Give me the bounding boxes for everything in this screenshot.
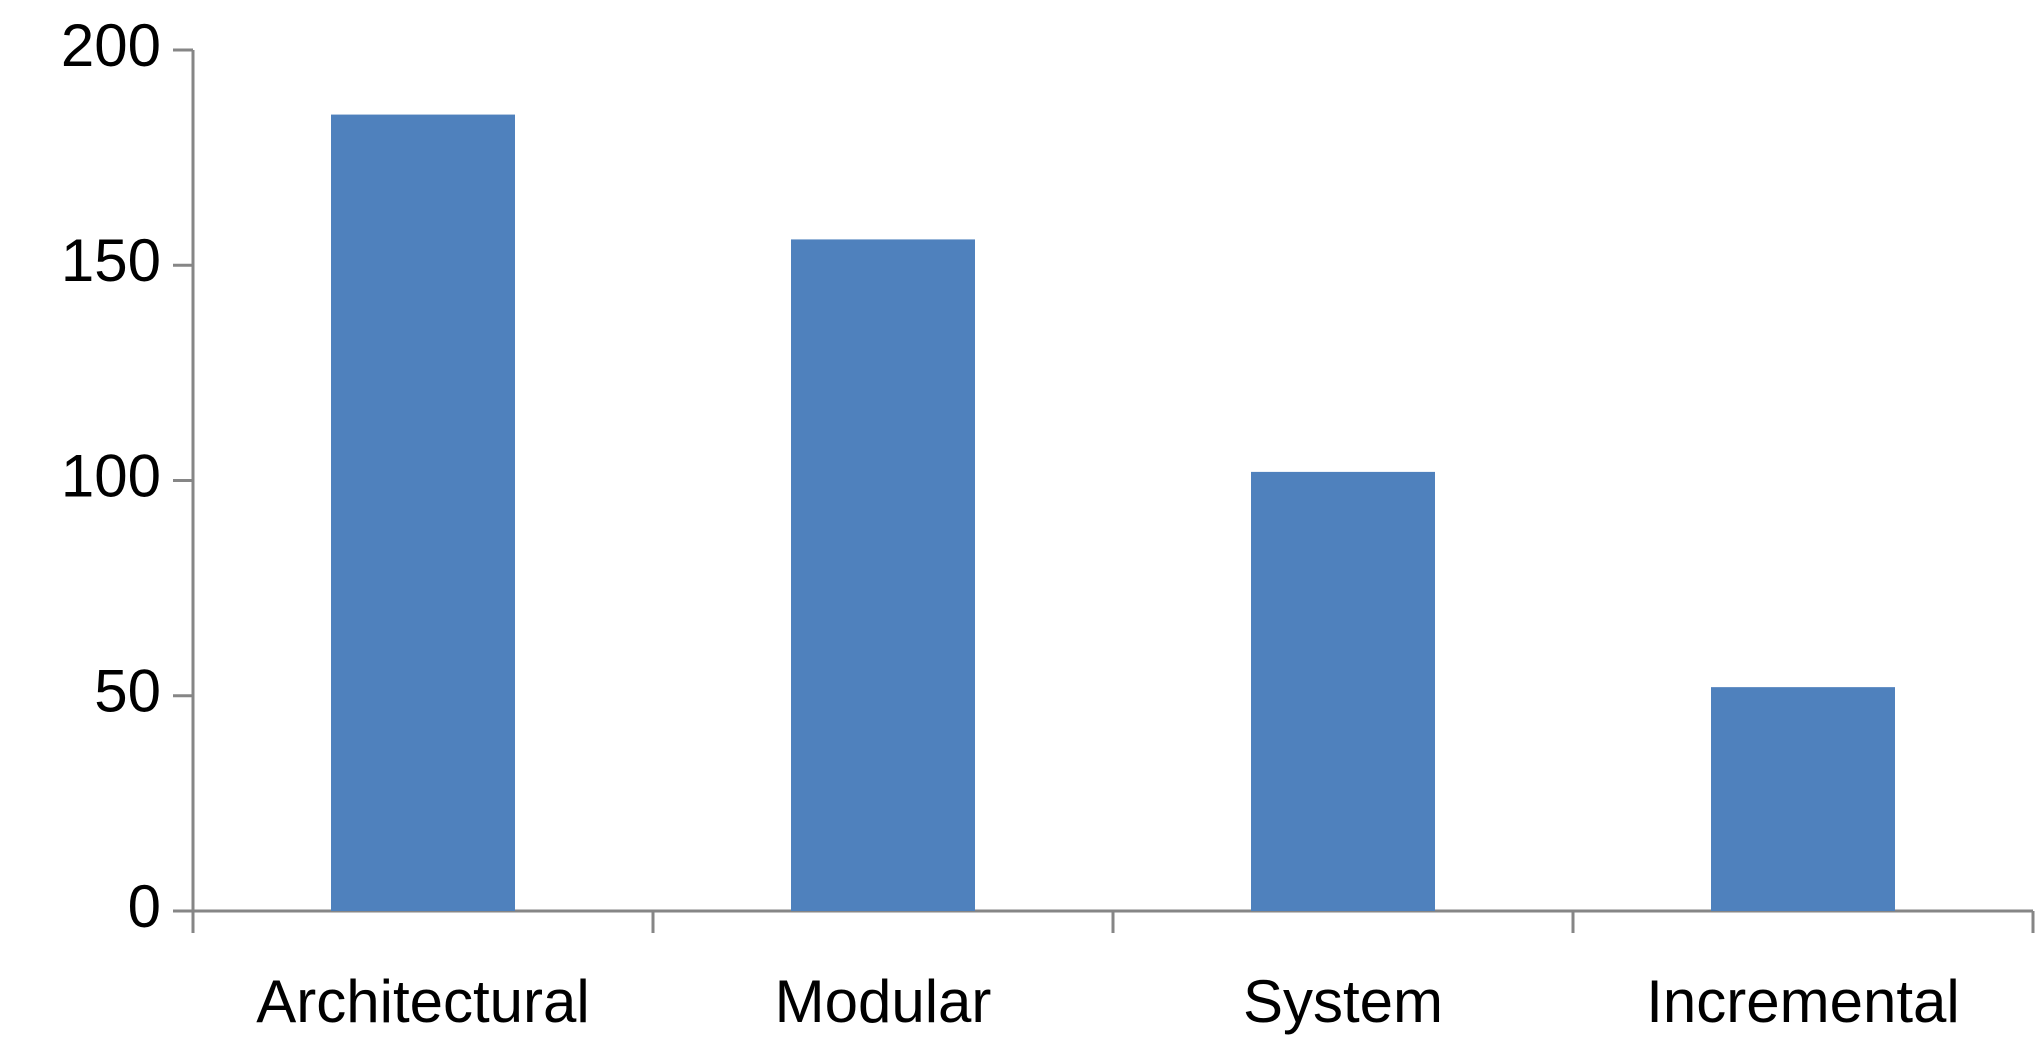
bar xyxy=(791,239,975,912)
y-tick-label: 150 xyxy=(61,227,161,294)
x-tick-label: System xyxy=(1243,968,1443,1035)
x-tick-label: Incremental xyxy=(1646,968,1959,1035)
bar xyxy=(1711,687,1895,911)
x-tick-label: Architectural xyxy=(256,968,589,1035)
bar xyxy=(331,114,515,911)
y-tick-label: 50 xyxy=(94,658,161,725)
y-tick-label: 0 xyxy=(128,873,161,940)
y-tick-label: 100 xyxy=(61,442,161,509)
x-tick-label: Modular xyxy=(775,968,992,1035)
y-tick-label: 200 xyxy=(61,12,161,79)
bar xyxy=(1251,471,1435,911)
